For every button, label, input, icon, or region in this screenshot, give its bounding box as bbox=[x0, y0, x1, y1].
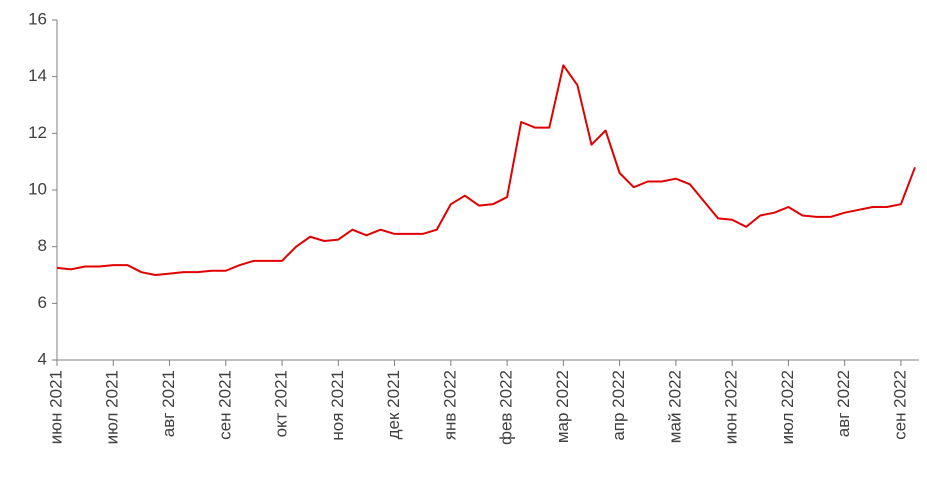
y-tick-label: 16 bbox=[28, 9, 47, 28]
y-tick-label: 4 bbox=[38, 349, 47, 368]
y-tick-label: 14 bbox=[28, 66, 47, 85]
y-tick-label: 12 bbox=[28, 123, 47, 142]
x-tick-label: июл 2022 bbox=[778, 370, 797, 444]
x-tick-label: июн 2022 bbox=[722, 370, 741, 444]
x-tick-label: май 2022 bbox=[665, 370, 684, 443]
y-tick-label: 8 bbox=[38, 236, 47, 255]
x-tick-label: авг 2022 bbox=[834, 370, 853, 437]
line-series bbox=[56, 64, 916, 276]
x-tick-label: янв 2022 bbox=[440, 370, 459, 440]
x-tick-label: авг 2021 bbox=[159, 370, 178, 437]
x-tick-label: июл 2021 bbox=[103, 370, 122, 444]
y-tick-label: 6 bbox=[38, 293, 47, 312]
x-tick-label: ноя 2021 bbox=[328, 370, 347, 441]
x-tick-label: июн 2021 bbox=[46, 370, 65, 444]
x-tick-label: фев 2022 bbox=[497, 370, 516, 445]
x-tick-label: мар 2022 bbox=[553, 370, 572, 443]
x-tick-label: сен 2022 bbox=[890, 370, 909, 440]
y-tick-label: 10 bbox=[28, 179, 47, 198]
x-tick-label: дек 2021 bbox=[384, 370, 403, 439]
x-tick-label: окт 2021 bbox=[272, 370, 291, 437]
x-tick-label: сен 2021 bbox=[215, 370, 234, 440]
x-tick-label: апр 2022 bbox=[609, 370, 628, 441]
